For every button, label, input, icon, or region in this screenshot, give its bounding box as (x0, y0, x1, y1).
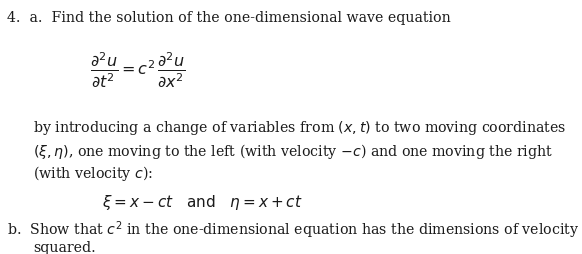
Text: by introducing a change of variables from $(x, t)$ to two moving coordinates: by introducing a change of variables fro… (33, 118, 566, 136)
Text: $(\xi, \eta)$, one moving to the left (with velocity $-c$) and one moving the ri: $(\xi, \eta)$, one moving to the left (w… (33, 141, 553, 160)
Text: (with velocity $c$):: (with velocity $c$): (33, 164, 153, 183)
Text: $\xi = x - ct\quad \text{and} \quad \eta = x + ct$: $\xi = x - ct\quad \text{and} \quad \eta… (102, 192, 303, 211)
Text: $\dfrac{\partial^2 u}{\partial t^2} = c^2\,\dfrac{\partial^2 u}{\partial x^2}$: $\dfrac{\partial^2 u}{\partial t^2} = c^… (90, 51, 186, 89)
Text: b.  Show that $c^2$ in the one-dimensional equation has the dimensions of veloci: b. Show that $c^2$ in the one-dimensiona… (7, 219, 579, 241)
Text: 4.  a.  Find the solution of the one-dimensional wave equation: 4. a. Find the solution of the one-dimen… (7, 11, 450, 25)
Text: squared.: squared. (33, 240, 96, 254)
